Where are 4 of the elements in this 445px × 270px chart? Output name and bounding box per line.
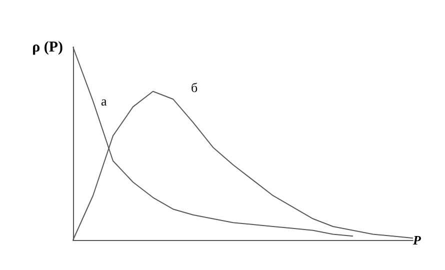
y-axis-title: ρ (P) (32, 40, 63, 56)
series-label: б (191, 80, 198, 96)
x-axis-title: P (413, 232, 422, 248)
series-label: а (101, 94, 107, 109)
